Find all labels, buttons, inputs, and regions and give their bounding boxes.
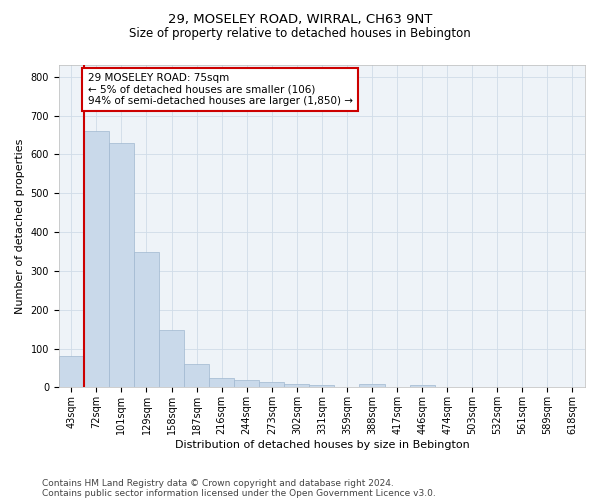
Text: Size of property relative to detached houses in Bebington: Size of property relative to detached ho… — [129, 28, 471, 40]
Bar — [159, 330, 184, 388]
X-axis label: Distribution of detached houses by size in Bebington: Distribution of detached houses by size … — [175, 440, 469, 450]
Text: 29, MOSELEY ROAD, WIRRAL, CH63 9NT: 29, MOSELEY ROAD, WIRRAL, CH63 9NT — [168, 12, 432, 26]
Bar — [134, 252, 159, 388]
Bar — [284, 384, 310, 388]
Y-axis label: Number of detached properties: Number of detached properties — [15, 138, 25, 314]
Text: 29 MOSELEY ROAD: 75sqm
← 5% of detached houses are smaller (106)
94% of semi-det: 29 MOSELEY ROAD: 75sqm ← 5% of detached … — [88, 73, 353, 106]
Bar — [259, 382, 284, 388]
Text: Contains public sector information licensed under the Open Government Licence v3: Contains public sector information licen… — [42, 488, 436, 498]
Bar — [209, 378, 234, 388]
Bar — [410, 386, 434, 388]
Bar — [59, 356, 84, 388]
Bar — [109, 142, 134, 388]
Bar — [310, 386, 334, 388]
Bar — [84, 131, 109, 388]
Bar — [184, 364, 209, 388]
Bar — [359, 384, 385, 388]
Text: Contains HM Land Registry data © Crown copyright and database right 2024.: Contains HM Land Registry data © Crown c… — [42, 478, 394, 488]
Bar — [234, 380, 259, 388]
